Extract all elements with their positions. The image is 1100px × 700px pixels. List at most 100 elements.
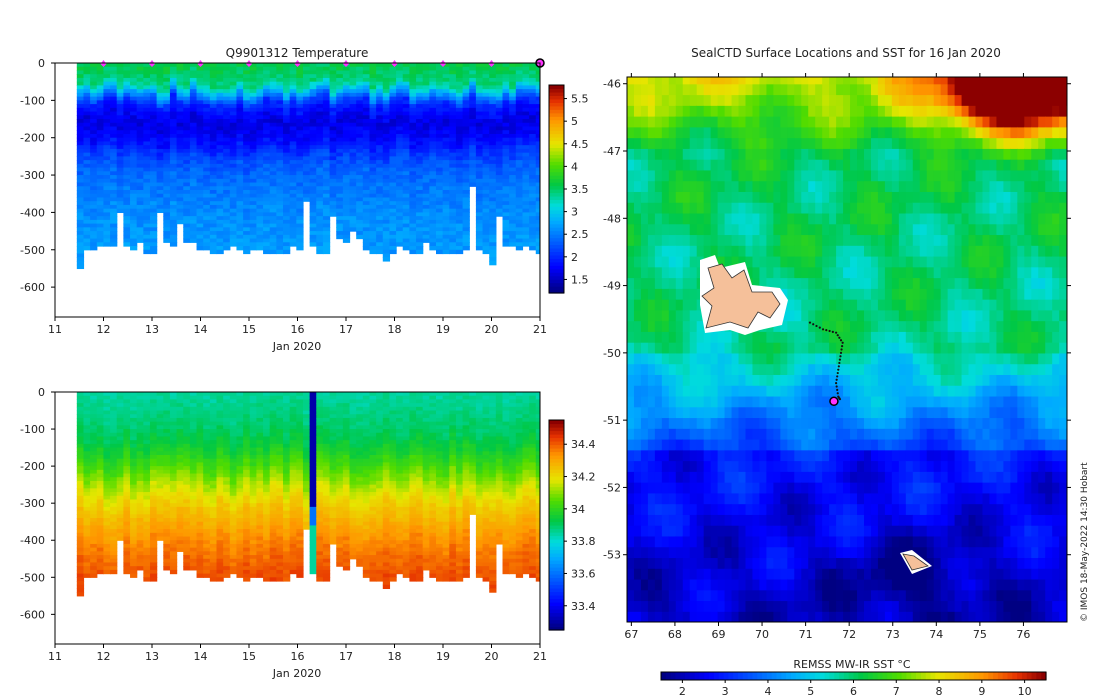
salinity-cell (76, 477, 85, 482)
salinity-cell (123, 518, 131, 523)
salinity-cell (256, 436, 264, 441)
temperature-cell (422, 212, 430, 217)
salinity-cell (243, 406, 251, 412)
temperature-cell (502, 160, 510, 165)
temperature-cell (263, 111, 271, 116)
temperature-cell (475, 152, 484, 157)
temperature-cell (389, 231, 397, 236)
temperature-cell (169, 152, 178, 157)
temperature-cell (110, 119, 118, 124)
temperature-cell (256, 156, 264, 161)
temperature-cell (475, 234, 484, 240)
temperature-cell (90, 246, 98, 251)
salinity-cell (243, 399, 251, 404)
temperature-cell (309, 77, 317, 83)
temperature-cell (455, 219, 464, 225)
salinity-cell (196, 443, 204, 449)
temperature-cell (123, 111, 131, 116)
temperature-cell (349, 175, 357, 180)
salinity-cell (249, 503, 258, 508)
temperature-cell (429, 223, 437, 228)
salinity-cell (229, 462, 238, 467)
temperature-cell (263, 63, 271, 68)
salinity-cell (116, 406, 124, 412)
temperature-cell (362, 148, 371, 154)
temperature-cell (176, 115, 184, 120)
temperature-cell (316, 89, 324, 94)
salinity-cell (209, 521, 218, 527)
temperature-cell (263, 223, 271, 228)
temperature-cell (449, 227, 457, 232)
temperature-cell (495, 167, 504, 172)
salinity-cell (196, 518, 204, 523)
temperature-cell (329, 197, 337, 202)
temperature-cell (296, 208, 304, 214)
temperature-cell (156, 122, 164, 128)
temperature-cell (469, 107, 477, 113)
salinity-cell (176, 458, 184, 464)
temperature-cell (276, 70, 284, 75)
temperature-cell (349, 227, 357, 232)
temperature-cell (515, 156, 524, 161)
temperature-cell (163, 119, 171, 124)
temperature-cell (436, 212, 444, 217)
salinity-cell (163, 425, 171, 430)
temperature-cell (276, 119, 284, 124)
temperature-cell (356, 145, 364, 150)
temperature-cell (455, 175, 464, 180)
temperature-cell (176, 63, 184, 68)
temperature-cell (362, 77, 371, 83)
temperature-cell (196, 130, 204, 135)
temperature-cell (183, 167, 191, 172)
salinity-cell (189, 443, 198, 449)
temperature-cell (376, 111, 384, 116)
temperature-cell (276, 145, 284, 150)
salinity-cell (229, 488, 238, 493)
temperature-cell (356, 66, 364, 72)
temperature-cell (462, 227, 470, 232)
salinity-cell (249, 410, 258, 415)
salinity-cell (209, 573, 218, 578)
temperature-cell (495, 96, 504, 101)
temperature-cell (163, 163, 171, 169)
temperature-cell (436, 77, 444, 83)
temperature-cell (362, 104, 371, 109)
temperature-cell (209, 63, 218, 68)
temperature-cell (316, 223, 324, 228)
temperature-cell (283, 152, 291, 157)
temperature-cell (429, 66, 437, 72)
salinity-cell (209, 518, 218, 523)
temperature-cell (90, 234, 98, 240)
temperature-cell (209, 77, 218, 83)
temperature-cell (216, 152, 224, 157)
temperature-cell (269, 66, 277, 72)
salinity-cell (143, 551, 151, 556)
temperature-cell (442, 160, 450, 165)
temperature-cell (322, 186, 331, 191)
temperature-cell (156, 145, 164, 150)
temperature-cell (110, 242, 118, 247)
temperature-cell (402, 204, 410, 210)
temperature-cell (169, 92, 178, 98)
temperature-cell (442, 212, 450, 217)
salinity-cell (183, 429, 191, 434)
temperature-cell (389, 85, 397, 90)
salinity-cell (203, 436, 211, 441)
temperature-cell (76, 264, 85, 270)
temperature-cell (83, 130, 91, 135)
temperature-cell (382, 133, 391, 139)
temperature-cell (203, 63, 211, 68)
temperature-cell (149, 92, 158, 98)
temperature-cell (189, 126, 198, 131)
temperature-cell (382, 242, 391, 247)
temperature-cell (382, 171, 391, 176)
temperature-cell (156, 133, 164, 139)
salinity-cell (96, 406, 105, 412)
temperature-cell (436, 231, 444, 236)
salinity-cell (176, 421, 184, 426)
salinity-cell (169, 532, 178, 538)
temperature-cell (336, 77, 344, 83)
temperature-cell (83, 85, 91, 90)
temperature-cell (416, 141, 424, 146)
temperature-cell (495, 208, 504, 214)
